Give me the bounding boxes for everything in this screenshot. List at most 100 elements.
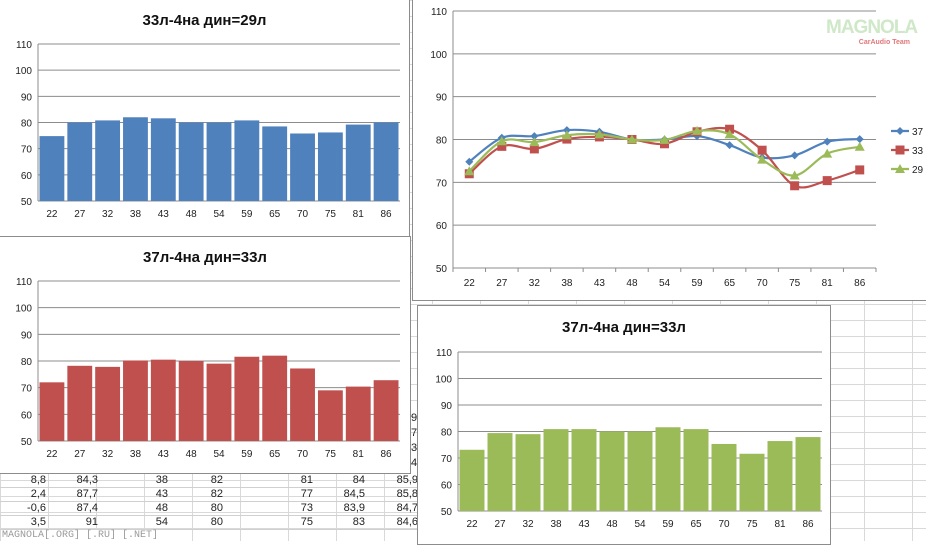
cell[interactable]: 84,5 [343, 488, 365, 500]
cell[interactable]: 85,8 [396, 488, 418, 500]
cell[interactable]: 87,4 [76, 502, 98, 514]
legend-marker-37 [896, 127, 904, 135]
y-tick-label: 60 [441, 481, 453, 492]
chart-title: 37л-4на дин=33л [562, 319, 686, 336]
bar [317, 132, 343, 201]
x-tick-label: 48 [626, 278, 638, 289]
chart-blue: 50 60 70 80 90 100 110 22 27 32 38 43 48 54 59 65 70 75 81… [15, 40, 400, 220]
data-point-29 [724, 129, 735, 139]
y-tick-label: 70 [441, 454, 453, 465]
spreadsheet-cells: 8,8 84,3 38 82 81 84 85,9 2,4 87,7 43 82… [0, 474, 418, 530]
x-tick-label: 86 [381, 209, 393, 220]
data-point-29 [464, 166, 475, 176]
cell[interactable]: 80 [210, 502, 223, 514]
x-tick-label: 54 [213, 449, 225, 460]
x-tick-label: 32 [102, 209, 114, 220]
bar [627, 431, 653, 511]
cell[interactable]: 75 [300, 516, 313, 528]
cell-fragment: 9 [411, 412, 418, 424]
x-tick-label: 27 [496, 278, 508, 289]
cell[interactable]: 82 [210, 474, 223, 486]
x-tick-label: 22 [466, 519, 478, 530]
data-point-37 [530, 132, 539, 141]
data-point-33 [497, 141, 507, 151]
cell[interactable]: 91 [85, 516, 98, 528]
chart-title: 37л-4на дин=33л [143, 249, 267, 266]
chart-lines-panel[interactable]: 50 60 70 80 90 100 110 22 27 32 38 43 48 54 59 65 70 75 81… [412, 0, 926, 301]
cell[interactable]: -0,6 [27, 502, 46, 514]
y-tick-label: 110 [16, 277, 32, 288]
x-tick-label: 38 [561, 278, 573, 289]
bar [459, 449, 485, 511]
x-tick-label: 38 [130, 209, 142, 220]
chart-red-panel[interactable]: 37л-4на дин=33л 50 60 70 80 90 100 110 22 27 32 38… [0, 236, 411, 474]
cell[interactable]: 84,6 [396, 516, 418, 528]
bar [67, 365, 93, 441]
cell[interactable]: 73 [300, 502, 313, 514]
x-tick-label: 70 [297, 209, 309, 220]
cell[interactable]: 3,5 [30, 516, 46, 528]
cell[interactable]: 43 [155, 488, 168, 500]
cell[interactable]: 82 [210, 488, 223, 500]
bar [795, 437, 821, 511]
bar [123, 360, 148, 441]
bar [373, 122, 399, 201]
bar [487, 433, 513, 511]
bar [234, 120, 260, 201]
x-tick-label: 65 [269, 449, 281, 460]
table-row: 2,4 87,7 43 82 77 84,5 85,8 [0, 488, 418, 502]
magnola-logo: MAGNOLA CarAudio Team [826, 18, 918, 47]
cell[interactable]: 81 [300, 474, 313, 486]
cell[interactable]: 48 [155, 502, 168, 514]
x-tick-label: 27 [494, 519, 506, 530]
cell[interactable]: 80 [210, 516, 223, 528]
bar [95, 120, 121, 201]
bar [345, 386, 371, 441]
data-point-29 [789, 170, 800, 180]
cell[interactable]: 84 [352, 474, 365, 486]
legend-marker-33 [895, 145, 905, 155]
cell[interactable]: 83,9 [343, 502, 365, 514]
cell[interactable]: 83 [352, 516, 365, 528]
y-tick-label: 100 [15, 304, 32, 315]
cell[interactable]: 85,9 [396, 474, 418, 486]
y-tick-label: 50 [441, 507, 453, 518]
x-tick-label: 75 [325, 209, 337, 220]
cell[interactable]: 8,8 [30, 474, 46, 486]
x-tick-label: 22 [464, 278, 476, 289]
cell[interactable]: 77 [300, 488, 313, 500]
cell[interactable]: 38 [155, 474, 168, 486]
bar [290, 133, 315, 201]
bar [571, 429, 597, 511]
data-point-33 [822, 176, 832, 186]
bar [39, 382, 65, 441]
bar [317, 390, 343, 441]
bar [711, 443, 737, 511]
y-tick-label: 100 [430, 50, 447, 61]
x-tick-label: 86 [802, 519, 814, 530]
bar [150, 118, 176, 201]
cell[interactable]: 87,7 [76, 488, 98, 500]
cell[interactable]: 84,7 [396, 502, 418, 514]
x-tick-label: 70 [297, 449, 309, 460]
data-point-29 [496, 136, 507, 146]
data-point-37 [855, 135, 864, 144]
cell[interactable]: 2,4 [30, 488, 46, 500]
table-row: -0,6 87,4 48 80 73 83,9 84,7 [0, 502, 418, 516]
y-tick-label: 70 [436, 178, 448, 189]
cell[interactable]: 84,3 [76, 474, 98, 486]
x-tick-label: 27 [74, 449, 86, 460]
cell[interactable]: 54 [155, 516, 168, 528]
bar [206, 122, 232, 201]
legend-label: 33 [912, 146, 924, 157]
y-tick-label: 90 [441, 401, 453, 412]
chart-green-panel[interactable]: 37л-4на дин=33л 50 60 70 80 90 100 110 22 27 32 38… [417, 305, 831, 545]
cell-fragment: 3 [411, 442, 418, 454]
data-point-29 [822, 148, 833, 158]
data-point-29 [659, 134, 670, 144]
bar [767, 441, 793, 511]
legend-label: 37 [912, 127, 924, 138]
chart-blue-panel[interactable]: 33л-4на дин=29л 50 60 70 80 90 100 110 22 27 32 38… [0, 0, 410, 237]
bar [599, 431, 625, 511]
data-point-37 [823, 137, 832, 146]
